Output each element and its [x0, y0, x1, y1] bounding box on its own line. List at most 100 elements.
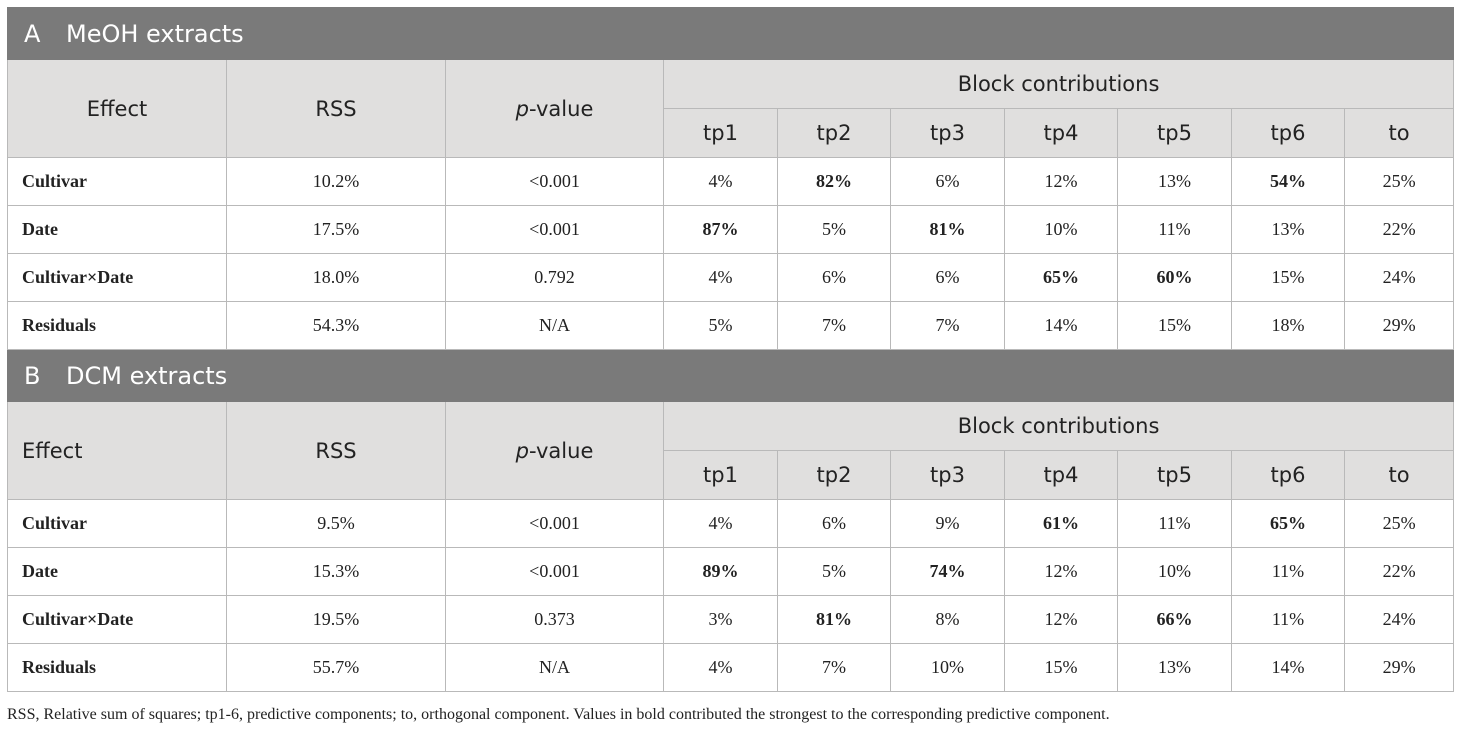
header-components-row: tp1 tp2 tp3 tp4 tp5 tp6 to — [8, 450, 1455, 500]
row-rss: 9.5% — [226, 499, 446, 548]
row-rss: 10.2% — [226, 157, 446, 206]
row-effect: Cultivar×Date — [7, 253, 227, 302]
row-rss: 15.3% — [226, 547, 446, 596]
section-title: B DCM extracts — [6, 349, 1455, 402]
row-effect: Residuals — [7, 301, 227, 350]
header-component-tp5: tp5 — [1117, 108, 1232, 158]
row-contribution-tp1: 3% — [663, 595, 778, 644]
row-contribution-tp4: 12% — [1004, 595, 1118, 644]
row-contribution-tp5: 10% — [1117, 547, 1232, 596]
row-contribution-tp5: 13% — [1117, 157, 1232, 206]
row-contribution-tp4: 61% — [1004, 499, 1118, 548]
table-row: Residuals 54.3% N/A 5% 7% 7% 14% 15% 18% 29% — [7, 301, 1455, 350]
row-contribution-tp2: 6% — [777, 253, 891, 302]
row-contribution-tp5: 13% — [1117, 643, 1232, 692]
row-contribution-to: 24% — [1343, 595, 1455, 644]
row-contribution-to: 25% — [1343, 499, 1455, 548]
header-component-tp3: tp3 — [890, 450, 1005, 500]
row-contribution-tp6: 18% — [1231, 301, 1345, 350]
table-row: Residuals 55.7% N/A 4% 7% 10% 15% 13% 14% 29% — [7, 643, 1455, 692]
row-contribution-tp6: 15% — [1231, 253, 1345, 302]
row-rss: 54.3% — [226, 301, 446, 350]
header-block-contributions: Block contributions — [662, 59, 1455, 109]
row-p-value: <0.001 — [445, 499, 664, 548]
bold-value: 60% — [1156, 267, 1193, 287]
row-p-value: 0.792 — [445, 253, 664, 302]
row-contribution-tp4: 12% — [1004, 547, 1118, 596]
row-contribution-tp2: 5% — [777, 205, 891, 254]
header-component-tp4: tp4 — [1004, 108, 1118, 158]
header-component-tp2: tp2 — [777, 108, 891, 158]
row-effect: Date — [7, 205, 227, 254]
row-contribution-tp3: 9% — [890, 499, 1005, 548]
bold-value: 66% — [1156, 609, 1193, 629]
section-letter: A — [24, 19, 41, 48]
row-contribution-tp1: 5% — [663, 301, 778, 350]
bold-value: 81% — [816, 609, 852, 629]
row-contribution-tp6: 14% — [1231, 643, 1345, 692]
bold-value: 87% — [702, 219, 739, 239]
table-row: Cultivar 9.5% <0.001 4% 6% 9% 61% 11% 65% 25% — [7, 499, 1455, 548]
row-p-value: N/A — [445, 643, 664, 692]
row-contribution-tp6: 54% — [1231, 157, 1345, 206]
row-contribution-tp2: 5% — [777, 547, 891, 596]
row-p-value: <0.001 — [445, 157, 664, 206]
header-effect: Effect — [7, 401, 227, 500]
row-contribution-tp2: 82% — [777, 157, 891, 206]
header-p-rest: -value — [528, 438, 594, 463]
header-p-rest: -value — [528, 96, 594, 121]
row-contribution-to: 25% — [1343, 157, 1455, 206]
row-contribution-tp2: 81% — [777, 595, 891, 644]
section-title-text: DCM extracts — [66, 361, 228, 390]
header-p-italic: p — [515, 438, 529, 463]
row-effect: Cultivar×Date — [7, 595, 227, 644]
header-p-italic: p — [515, 96, 529, 121]
row-rss: 17.5% — [226, 205, 446, 254]
row-effect: Cultivar — [7, 499, 227, 548]
row-contribution-tp1: 4% — [663, 157, 778, 206]
row-contribution-tp4: 12% — [1004, 157, 1118, 206]
header-p-value: p-value — [445, 59, 664, 158]
row-contribution-tp3: 6% — [890, 157, 1005, 206]
table-row: Date 17.5% <0.001 87% 5% 81% 10% 11% 13% 22% — [7, 205, 1455, 254]
row-contribution-tp5: 11% — [1117, 205, 1232, 254]
row-rss: 18.0% — [226, 253, 446, 302]
row-contribution-tp6: 11% — [1231, 595, 1345, 644]
header-component-tp1: tp1 — [663, 450, 778, 500]
row-contribution-tp3: 7% — [890, 301, 1005, 350]
row-contribution-tp5: 11% — [1117, 499, 1232, 548]
row-contribution-tp3: 6% — [890, 253, 1005, 302]
header-effect: Effect — [7, 59, 227, 158]
bold-value: 65% — [1043, 267, 1079, 287]
header-component-tp2: tp2 — [777, 450, 891, 500]
section-title: A MeOH extracts — [6, 7, 1455, 60]
row-contribution-tp2: 7% — [777, 643, 891, 692]
row-contribution-tp3: 81% — [890, 205, 1005, 254]
row-contribution-tp3: 74% — [890, 547, 1005, 596]
table-row: Cultivar 10.2% <0.001 4% 82% 6% 12% 13% 54% 25% — [7, 157, 1455, 206]
row-contribution-tp1: 4% — [663, 499, 778, 548]
header-row: Effect RSS p-value Block contributions — [7, 59, 1455, 158]
row-rss: 55.7% — [226, 643, 446, 692]
bold-value: 89% — [702, 561, 739, 581]
header-component-to: to — [1343, 108, 1455, 158]
row-contribution-tp1: 87% — [663, 205, 778, 254]
header-component-tp5: tp5 — [1117, 450, 1232, 500]
bold-value: 81% — [929, 219, 966, 239]
header-component-tp6: tp6 — [1231, 108, 1345, 158]
header-components-row: tp1 tp2 tp3 tp4 tp5 tp6 to — [8, 108, 1455, 158]
row-contribution-to: 29% — [1343, 643, 1455, 692]
results-table-container: A MeOH extracts Effect RSS p-value Block cont… — [6, 7, 1455, 692]
header-component-tp3: tp3 — [890, 108, 1005, 158]
row-contribution-tp5: 66% — [1117, 595, 1232, 644]
table-row: Cultivar×Date 19.5% 0.373 3% 81% 8% 12% 66% 11% 2… — [7, 595, 1455, 644]
bold-value: 61% — [1043, 513, 1079, 533]
table-row: Date 15.3% <0.001 89% 5% 74% 12% 10% 11% 22% — [7, 547, 1455, 596]
row-contribution-tp6: 13% — [1231, 205, 1345, 254]
row-contribution-tp5: 15% — [1117, 301, 1232, 350]
row-effect: Cultivar — [7, 157, 227, 206]
row-contribution-tp6: 11% — [1231, 547, 1345, 596]
header-block-contributions: Block contributions — [662, 401, 1455, 451]
section-title-text: MeOH extracts — [66, 19, 244, 48]
row-p-value: <0.001 — [445, 205, 664, 254]
